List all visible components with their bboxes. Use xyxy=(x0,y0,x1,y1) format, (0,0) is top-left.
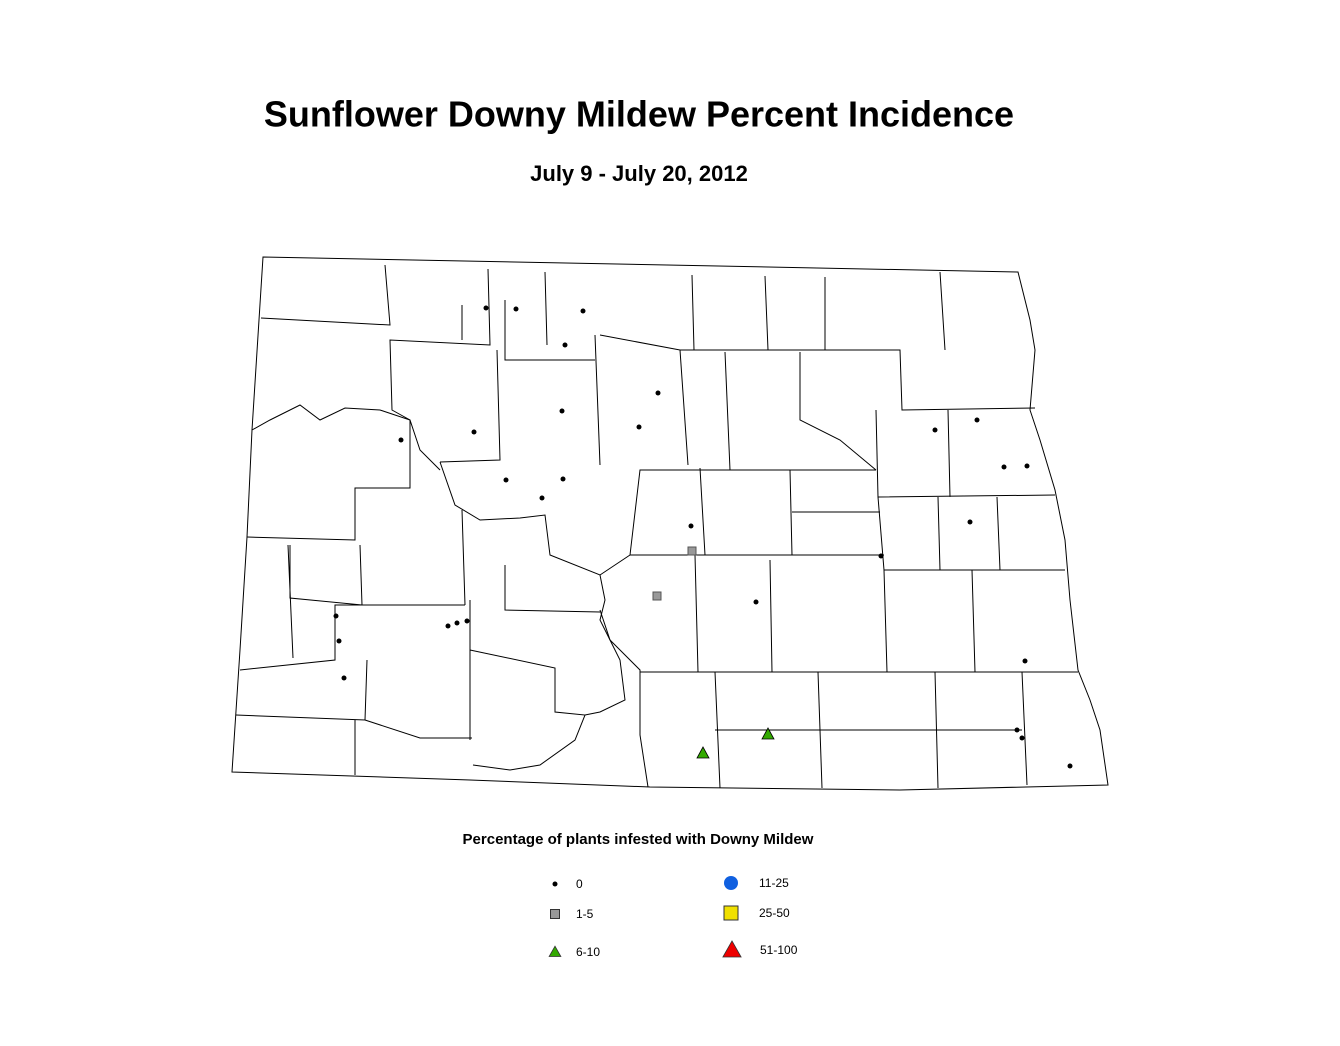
legend-symbol xyxy=(548,945,562,957)
legend-symbol xyxy=(552,881,558,887)
site-dot xyxy=(1067,763,1073,769)
legend-label: 51-100 xyxy=(760,943,798,957)
site-dot xyxy=(562,342,568,348)
legend-symbol xyxy=(550,909,560,919)
site-dot xyxy=(560,476,566,482)
site-dot xyxy=(464,618,470,624)
legend-label: 6-10 xyxy=(576,945,600,959)
site-dot xyxy=(483,305,489,311)
title: Sunflower Downy Mildew Percent Incidence xyxy=(264,94,1014,135)
state-outline xyxy=(231,256,1109,791)
site-square xyxy=(687,546,697,556)
legend-label: 0 xyxy=(576,877,583,891)
site-dot xyxy=(503,477,509,483)
site-dot xyxy=(688,523,694,529)
legend-label: 25-50 xyxy=(759,906,790,920)
site-dot xyxy=(454,620,460,626)
site-triangle xyxy=(696,746,710,759)
legend-symbol xyxy=(723,905,739,921)
site-dot xyxy=(471,429,477,435)
site-dot xyxy=(878,553,884,559)
site-dot xyxy=(932,427,938,433)
legend-label: 11-25 xyxy=(759,876,789,890)
site-dot xyxy=(1022,658,1028,664)
site-dot xyxy=(559,408,565,414)
legend-symbol xyxy=(724,876,738,890)
site-dot xyxy=(333,613,339,619)
site-dot xyxy=(636,424,642,430)
site-dot xyxy=(967,519,973,525)
legend-title: Percentage of plants infested with Downy… xyxy=(463,831,814,848)
site-dot xyxy=(580,308,586,314)
legend-symbol xyxy=(722,940,742,958)
site-dot xyxy=(1024,463,1030,469)
site-dot xyxy=(336,638,342,644)
site-dot xyxy=(1001,464,1007,470)
site-dot xyxy=(398,437,404,443)
survey-sites xyxy=(333,305,1073,769)
subtitle: July 9 - July 20, 2012 xyxy=(530,161,748,186)
site-square xyxy=(652,591,662,601)
site-dot xyxy=(655,390,661,396)
site-dot xyxy=(753,599,759,605)
legend: 0 1-5 6-10 11-25 25-50 51-100 xyxy=(548,876,798,959)
site-dot xyxy=(1014,727,1020,733)
site-dot xyxy=(539,495,545,501)
site-triangle xyxy=(761,727,775,740)
site-dot xyxy=(974,417,980,423)
site-dot xyxy=(341,675,347,681)
site-dot xyxy=(445,623,451,629)
site-dot xyxy=(513,306,519,312)
site-dot xyxy=(1019,735,1025,741)
legend-label: 1-5 xyxy=(576,907,594,921)
